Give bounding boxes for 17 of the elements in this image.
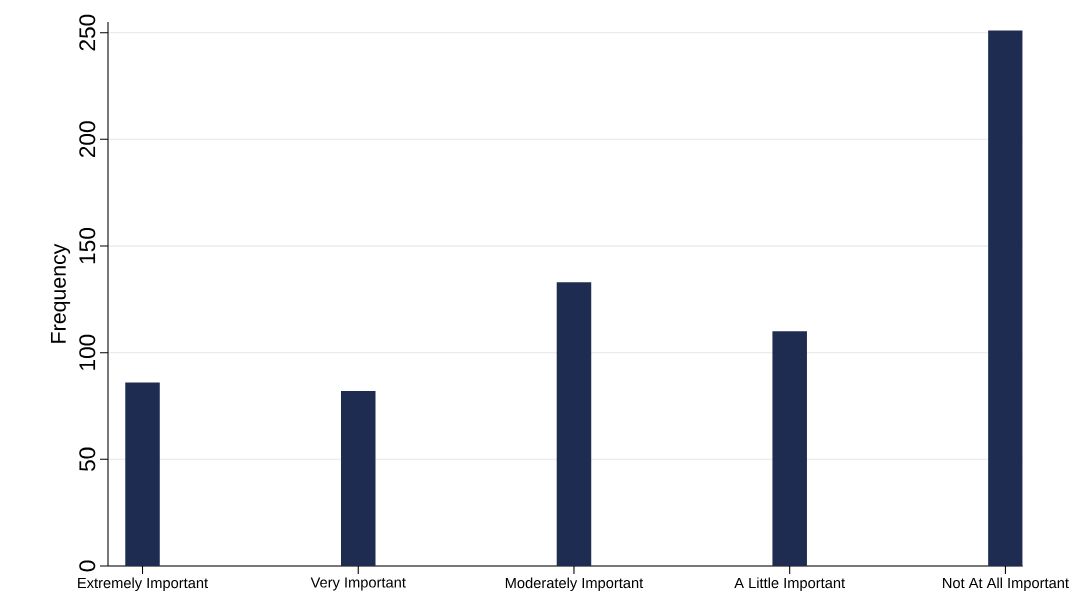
x-tick-label: A Little Important <box>734 577 845 592</box>
x-tick-label: Moderately Important <box>505 577 644 592</box>
y-tick-label: 50 <box>79 447 96 472</box>
bar <box>340 391 376 566</box>
bar <box>556 282 592 566</box>
bar <box>772 331 807 566</box>
y-tick-label: 250 <box>79 14 96 51</box>
bar <box>988 30 1023 566</box>
y-tick-label: 100 <box>79 334 96 370</box>
x-tick-label: Not At All Important <box>943 577 1069 592</box>
bar <box>125 382 160 566</box>
y-tick-label: 150 <box>79 227 96 264</box>
y-tick-label: 0 <box>79 560 96 572</box>
x-tick-label: Very Important <box>310 577 406 591</box>
y-axis-title: Frequency <box>50 243 71 343</box>
y-tick-label: 200 <box>79 121 96 158</box>
x-tick-label: Extremely Important <box>78 577 209 592</box>
